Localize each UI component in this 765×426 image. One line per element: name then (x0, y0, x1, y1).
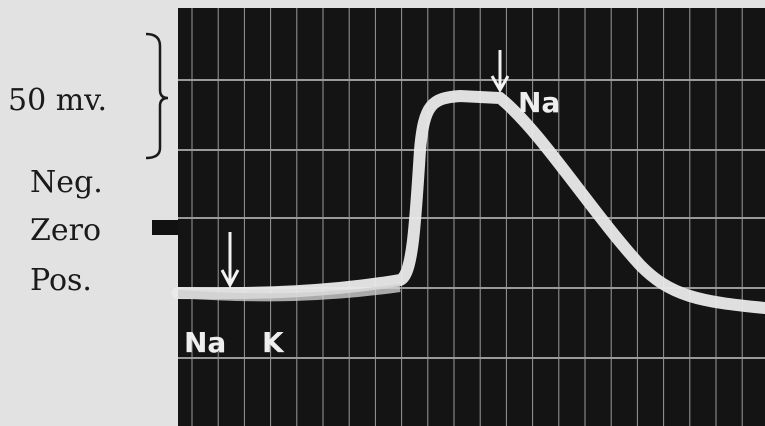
figure: 50 mv. Neg. Zero Pos. Na Na K (0, 0, 765, 426)
k-bottom-label: K (262, 326, 285, 359)
na-bottom-label: Na (184, 326, 226, 359)
na-top-label: Na (518, 86, 560, 119)
pos-label: Pos. (30, 263, 92, 298)
neg-label: Neg. (30, 165, 103, 200)
page: 50 mv. Neg. Zero Pos. Na Na K (() => { c… (0, 0, 765, 426)
zero-marker (152, 220, 178, 235)
zero-label: Zero (30, 213, 101, 248)
scale-label: 50 mv. (8, 83, 107, 118)
